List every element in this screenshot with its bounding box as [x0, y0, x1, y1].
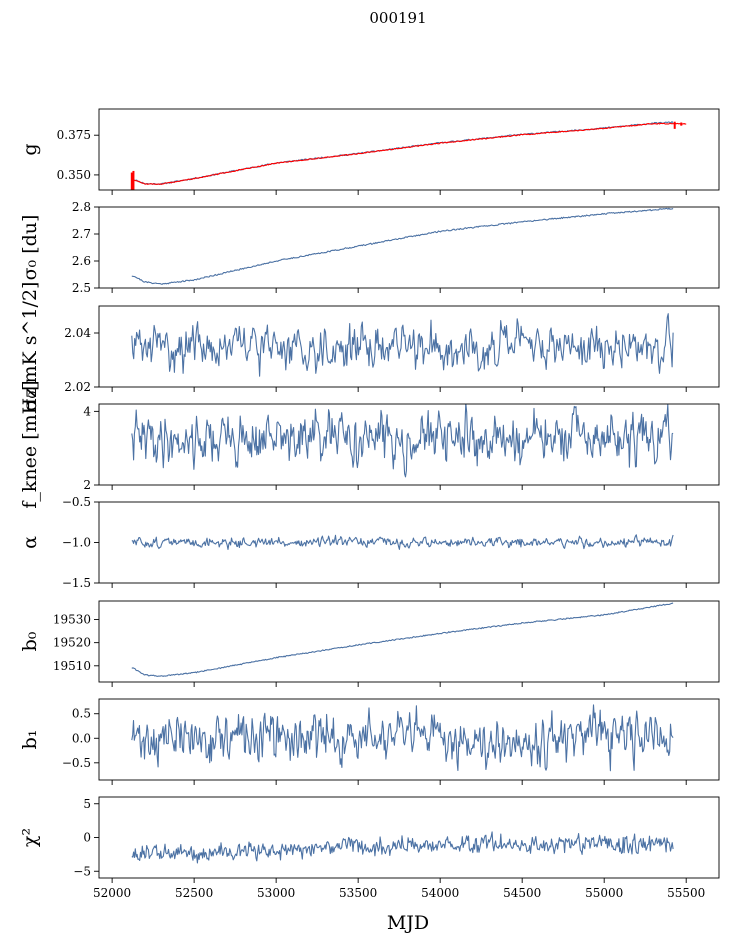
y-tick-label-sigma0-mk: 2.04 [64, 326, 91, 340]
panel-frame-sigma0-du [98, 206, 720, 289]
panel-sigma0-du: 2.5 2.6 2.7 2.8 σ₀ [du] [19, 200, 720, 295]
y-tick-label-sigma0-mk: 2.02 [64, 380, 91, 394]
series-line-alpha-0 [131, 534, 674, 550]
series-line-b1-0 [131, 704, 674, 772]
y-axis-label-b1: b₁ [19, 730, 41, 750]
panel-chi2: 52000 52500 53000 53500 54000 54500 55000 55500… [19, 796, 720, 900]
figure-title: 000191 [369, 9, 426, 27]
panel-fknee: 2 4 f_knee [mHz] [19, 380, 720, 509]
y-tick-label-b1: 0.5 [72, 707, 91, 721]
x-tick-label: 53000 [257, 886, 295, 900]
panel-alpha: −1.5 −1.0 −0.5 α [19, 495, 720, 590]
panel-frame-sigma0-mk [98, 305, 720, 388]
y-tick-label-sigma0-du: 2.8 [72, 200, 91, 214]
y-tick-label-fknee: 2 [83, 478, 91, 492]
y-axis-label-b0: b₀ [19, 631, 41, 651]
x-axis-label: MJD [387, 912, 429, 934]
x-tick-label: 54500 [503, 886, 541, 900]
panel-frame-gain [98, 108, 720, 191]
y-tick-label-chi2: −5 [73, 864, 91, 878]
x-tick-label: 52500 [175, 886, 213, 900]
y-tick-label-b1: −0.5 [62, 756, 91, 770]
y-tick-label-b0: 19510 [53, 659, 91, 673]
y-tick-label-alpha: −0.5 [62, 495, 91, 509]
x-tick-label: 55000 [585, 886, 623, 900]
y-tick-label-gain: 0.350 [57, 168, 91, 182]
y-tick-label-gain: 0.375 [57, 128, 91, 142]
panels: 0.350 0.375 g 2.5 2.6 2.7 2.8 σ₀ [du] 2.02 2.04 σ₀… [19, 108, 720, 900]
y-tick-label-alpha: −1.0 [62, 536, 91, 550]
y-tick-label-b0: 19520 [53, 636, 91, 650]
series-line-sigma0-du-0 [131, 207, 674, 285]
y-axis-label-chi2: χ² [19, 828, 41, 847]
y-axis-label-sigma0-du: σ₀ [du] [19, 215, 41, 281]
x-tick-label: 55500 [667, 886, 705, 900]
y-tick-label-b0: 19530 [53, 613, 91, 627]
y-tick-label-b1: 0.0 [72, 731, 91, 745]
y-tick-label-chi2: 0 [83, 831, 91, 845]
y-axis-label-alpha: α [19, 536, 41, 549]
y-tick-label-sigma0-du: 2.6 [72, 254, 91, 268]
y-tick-label-fknee: 4 [83, 404, 91, 418]
y-tick-label-alpha: −1.5 [62, 576, 91, 590]
panel-frame-fknee [98, 403, 720, 486]
x-tick-label: 52000 [93, 886, 131, 900]
panel-b0: 19510 19520 19530 b₀ [19, 600, 720, 687]
panel-frame-alpha [98, 501, 720, 584]
y-tick-label-chi2: 5 [83, 797, 91, 811]
panel-frame-b0 [98, 600, 720, 683]
y-tick-label-sigma0-du: 2.5 [72, 281, 91, 295]
x-tick-label: 54000 [421, 886, 459, 900]
y-axis-label-gain: g [19, 143, 41, 155]
x-tick-label: 53500 [339, 886, 377, 900]
series-line-fknee-0 [131, 404, 674, 478]
series-line-b0-0 [131, 602, 674, 677]
panel-frame-b1 [98, 698, 720, 781]
y-axis-label-fknee: f_knee [mHz] [19, 380, 41, 508]
y-axis-label-sigma0-mk: σ₀[mK s^1/2] [19, 282, 41, 412]
series-line-gain-1 [131, 122, 687, 185]
panel-gain: 0.350 0.375 g [19, 108, 720, 195]
y-tick-label-sigma0-du: 2.7 [72, 227, 91, 241]
panel-b1: −0.5 0.0 0.5 b₁ [19, 698, 720, 785]
panel-sigma0-mk: 2.02 2.04 σ₀[mK s^1/2] [19, 282, 720, 412]
series-line-chi2-0 [131, 831, 674, 864]
series-line-sigma0-mk-0 [131, 313, 674, 377]
